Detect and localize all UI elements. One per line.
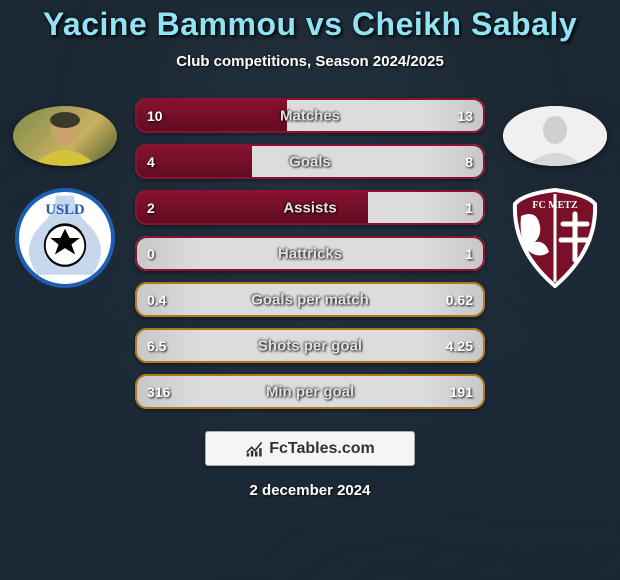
stat-value-right: 13 bbox=[457, 108, 473, 124]
stat-value-left: 4 bbox=[147, 154, 155, 170]
right-column: FC METZ bbox=[499, 98, 611, 288]
stat-value-left: 2 bbox=[147, 200, 155, 216]
stat-row: 6.5 Shots per goal 4.25 bbox=[135, 328, 485, 363]
club-badge-right: FC METZ bbox=[505, 188, 605, 288]
stat-value-right: 4.25 bbox=[446, 338, 473, 354]
stat-value-left: 6.5 bbox=[147, 338, 166, 354]
chart-icon bbox=[245, 440, 265, 458]
club-crest-icon: FC METZ bbox=[505, 188, 605, 288]
stat-value-left: 10 bbox=[147, 108, 163, 124]
stat-value-left: 0 bbox=[147, 246, 155, 262]
stat-row: 2 Assists 1 bbox=[135, 190, 485, 225]
footer-brand-text: FcTables.com bbox=[269, 440, 375, 458]
stat-row: 0.4 Goals per match 0.62 bbox=[135, 282, 485, 317]
main-row: USLD 10Matches134Goals82Assists10Hattric… bbox=[0, 98, 620, 409]
stat-value-right: 191 bbox=[450, 384, 473, 400]
stat-label: Shots per goal bbox=[258, 337, 362, 354]
stat-row: 4 Goals 8 bbox=[135, 144, 485, 179]
stat-value-right: 0.62 bbox=[446, 292, 473, 308]
stat-label: Hattricks bbox=[278, 245, 342, 262]
stat-row: 0 Hattricks 1 bbox=[135, 236, 485, 271]
avatar-placeholder-icon bbox=[13, 106, 117, 166]
footer-brand-badge: FcTables.com bbox=[205, 431, 415, 466]
stat-value-right: 1 bbox=[465, 246, 473, 262]
stat-label: Goals bbox=[289, 153, 331, 170]
club-crest-icon: USLD bbox=[19, 192, 111, 284]
stat-row: 10 Matches 13 bbox=[135, 98, 485, 133]
stat-value-left: 0.4 bbox=[147, 292, 166, 308]
player-avatar-left bbox=[13, 106, 117, 166]
page-subtitle: Club competitions, Season 2024/2025 bbox=[0, 53, 620, 70]
club-badge-left: USLD bbox=[15, 188, 115, 288]
stat-label: Matches bbox=[280, 107, 340, 124]
stat-value-right: 1 bbox=[465, 200, 473, 216]
comparison-card: Yacine Bammou vs Cheikh Sabaly Club comp… bbox=[0, 0, 620, 580]
stat-label: Assists bbox=[283, 199, 336, 216]
stat-label: Goals per match bbox=[251, 291, 369, 308]
stat-label: Min per goal bbox=[266, 383, 354, 400]
club-short-right: FC METZ bbox=[532, 200, 578, 211]
avatar-placeholder-icon bbox=[503, 106, 607, 166]
player-avatar-right bbox=[503, 106, 607, 166]
page-title: Yacine Bammou vs Cheikh Sabaly bbox=[0, 6, 620, 43]
stats-column: 10Matches134Goals82Assists10Hattricks10.… bbox=[135, 98, 485, 409]
left-column: USLD bbox=[9, 98, 121, 288]
stat-value-left: 316 bbox=[147, 384, 170, 400]
stat-value-right: 8 bbox=[465, 154, 473, 170]
date-text: 2 december 2024 bbox=[0, 482, 620, 499]
stat-row: 316 Min per goal 191 bbox=[135, 374, 485, 409]
